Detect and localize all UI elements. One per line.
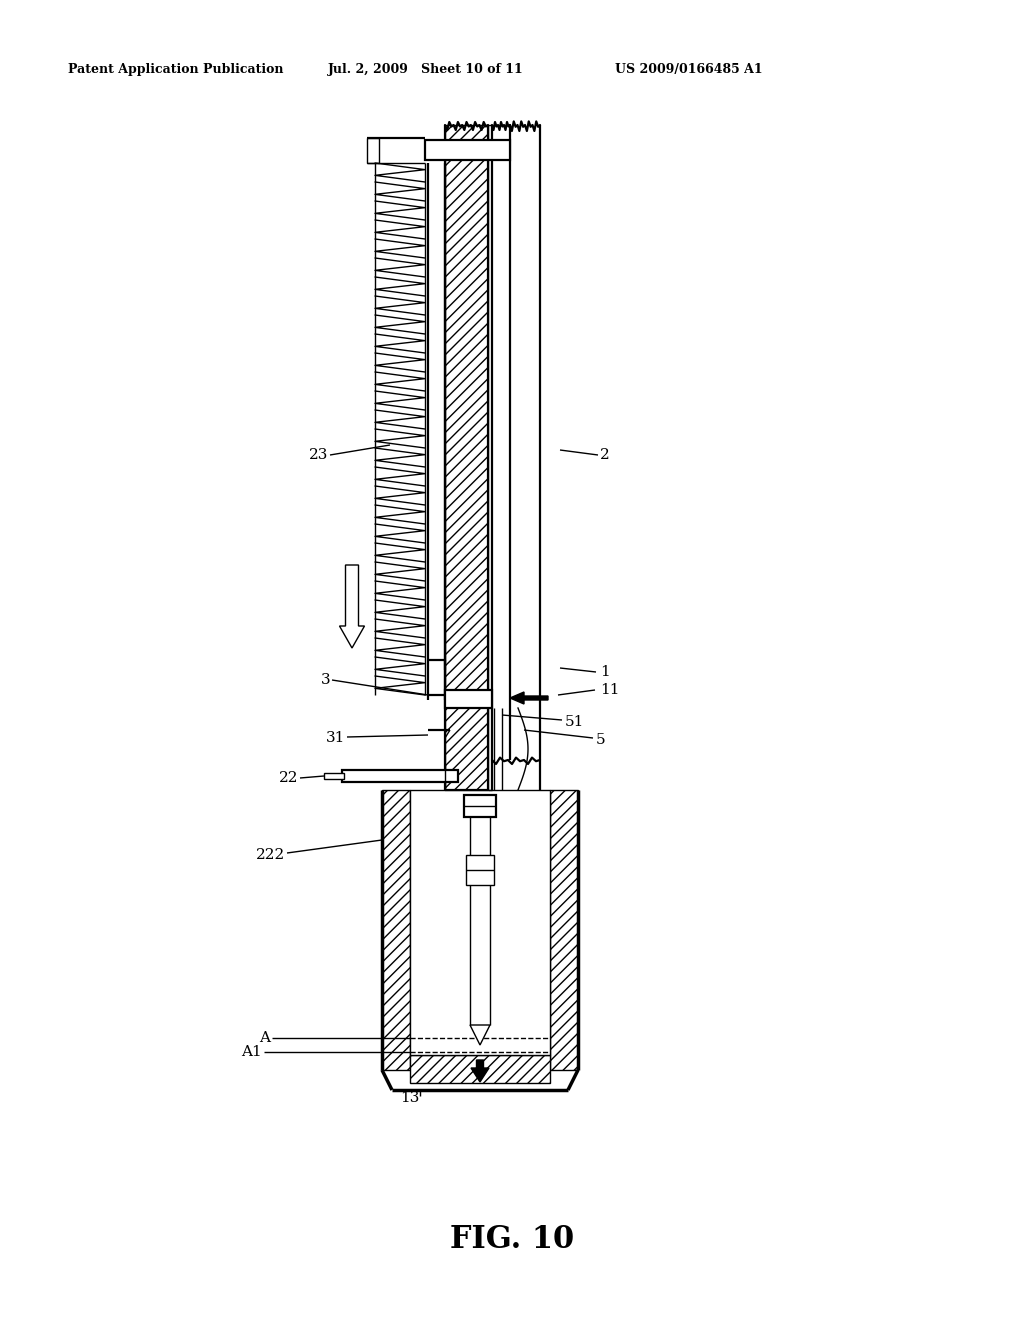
Text: 1: 1	[600, 665, 609, 678]
Bar	[466, 855, 494, 884]
Text: US 2009/0166485 A1: US 2009/0166485 A1	[615, 63, 763, 77]
Bar	[464, 795, 496, 817]
FancyArrow shape	[510, 692, 548, 704]
FancyArrow shape	[340, 565, 365, 648]
Bar	[382, 789, 410, 1071]
Bar	[425, 140, 510, 160]
Bar	[367, 139, 379, 162]
Bar	[550, 789, 578, 1071]
Text: 11: 11	[600, 682, 620, 697]
Polygon shape	[470, 1026, 490, 1045]
Text: 3: 3	[321, 673, 330, 686]
Bar	[445, 690, 492, 708]
Bar	[410, 1055, 550, 1082]
Bar	[324, 774, 344, 779]
Bar	[445, 125, 488, 789]
Bar	[342, 770, 458, 781]
Text: Patent Application Publication: Patent Application Publication	[68, 63, 284, 77]
FancyArrow shape	[471, 1060, 489, 1082]
Text: A: A	[259, 1031, 270, 1045]
Text: FIG. 10: FIG. 10	[450, 1225, 574, 1255]
Text: A1: A1	[242, 1045, 262, 1059]
Bar	[410, 789, 550, 1055]
Text: 13: 13	[400, 1092, 420, 1105]
Text: 22: 22	[279, 771, 298, 785]
Text: 51: 51	[565, 715, 585, 729]
Text: 5: 5	[596, 733, 605, 747]
Text: 31: 31	[326, 731, 345, 744]
Text: 23: 23	[308, 447, 328, 462]
Text: 2: 2	[600, 447, 609, 462]
Text: Jul. 2, 2009   Sheet 10 of 11: Jul. 2, 2009 Sheet 10 of 11	[328, 63, 523, 77]
Text: 222: 222	[256, 847, 285, 862]
